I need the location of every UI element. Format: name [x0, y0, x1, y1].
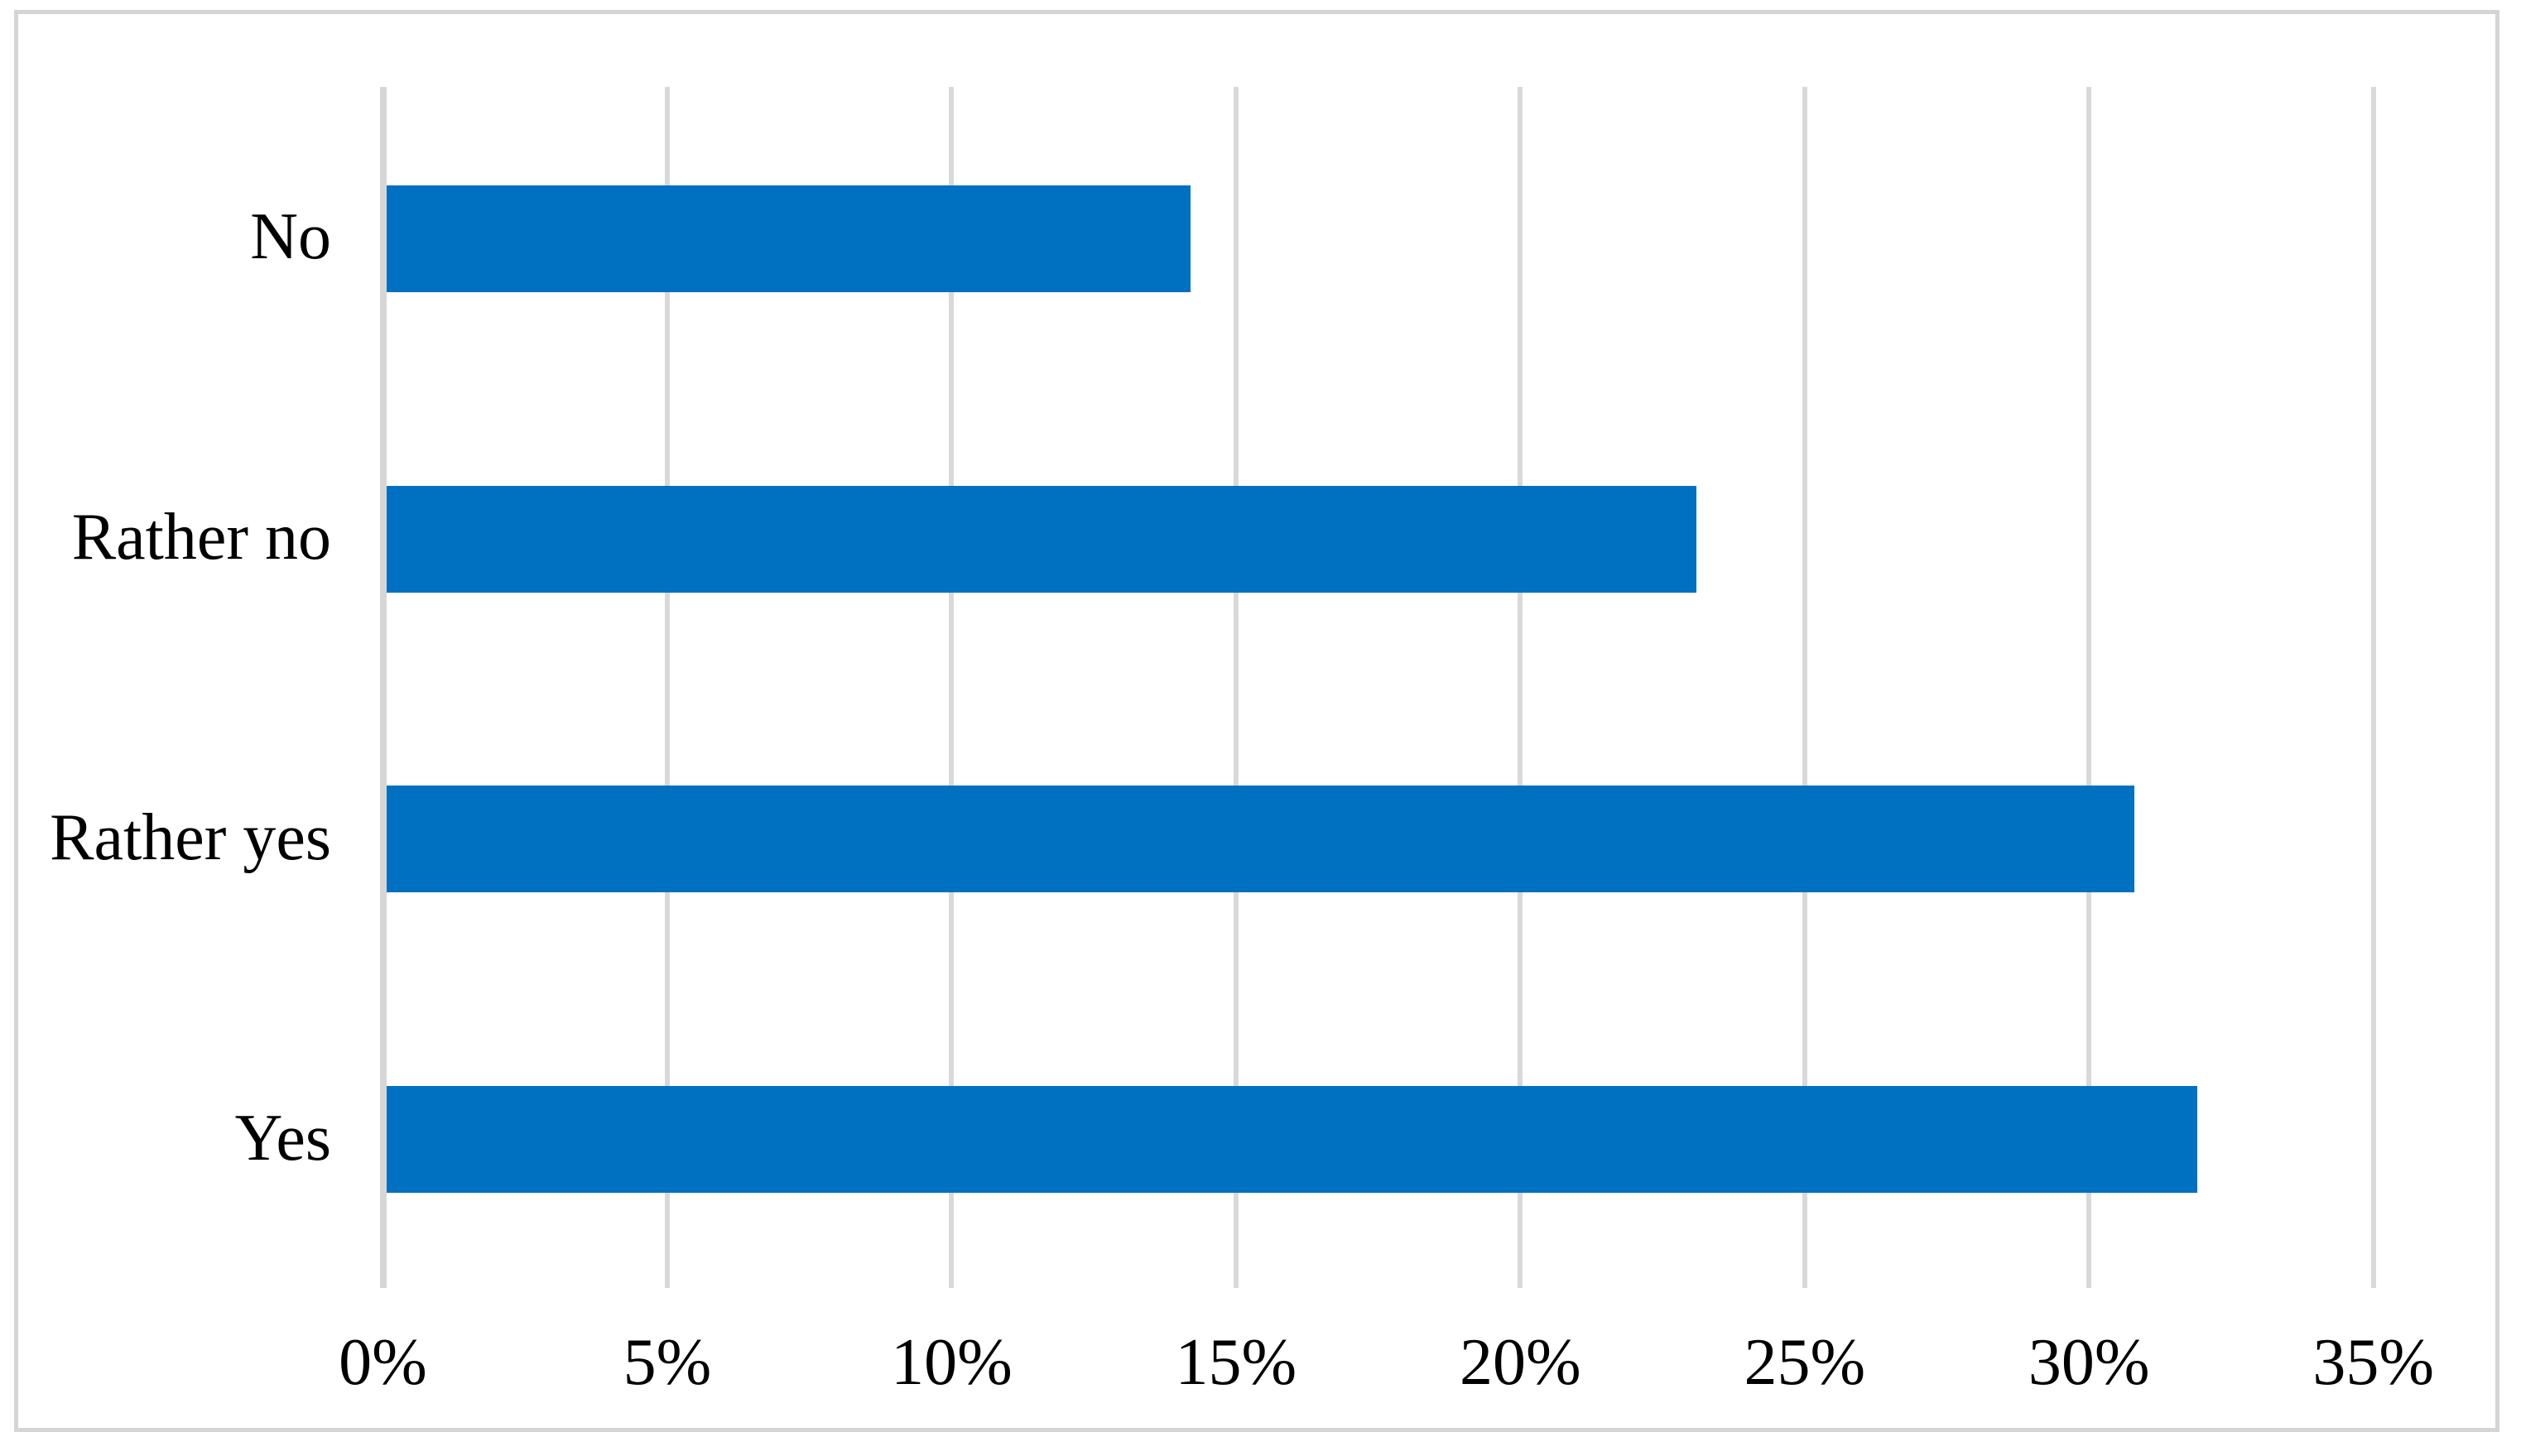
gridline-30 — [2086, 87, 2092, 1288]
x-tick-label-10: 10% — [891, 1326, 1013, 1399]
category-label-rather-yes: Rather yes — [50, 800, 331, 874]
bar-rather-no — [386, 485, 1697, 593]
category-label-no: No — [250, 200, 331, 274]
bar-rather-yes — [386, 786, 2135, 893]
gridline-10 — [949, 87, 955, 1288]
x-tick-label-35: 35% — [2312, 1326, 2434, 1399]
x-tick-label-15: 15% — [1175, 1326, 1297, 1399]
category-label-yes: Yes — [234, 1101, 331, 1175]
bar-yes — [386, 1086, 2197, 1194]
x-tick-label-25: 25% — [1744, 1326, 1866, 1399]
x-tick-label-20: 20% — [1460, 1326, 1581, 1399]
x-tick-label-30: 30% — [2028, 1326, 2150, 1399]
bar-no — [386, 185, 1191, 292]
x-tick-label-5: 5% — [623, 1326, 712, 1399]
y-axis-line — [379, 87, 387, 1288]
gridline-15 — [1233, 87, 1239, 1288]
category-label-rather-no: Rather no — [71, 501, 331, 574]
gridline-5 — [664, 87, 670, 1288]
gridline-20 — [1518, 87, 1523, 1288]
x-tick-label-0: 0% — [339, 1326, 427, 1399]
gridline-35 — [2370, 87, 2376, 1288]
gridline-25 — [1802, 87, 1807, 1288]
